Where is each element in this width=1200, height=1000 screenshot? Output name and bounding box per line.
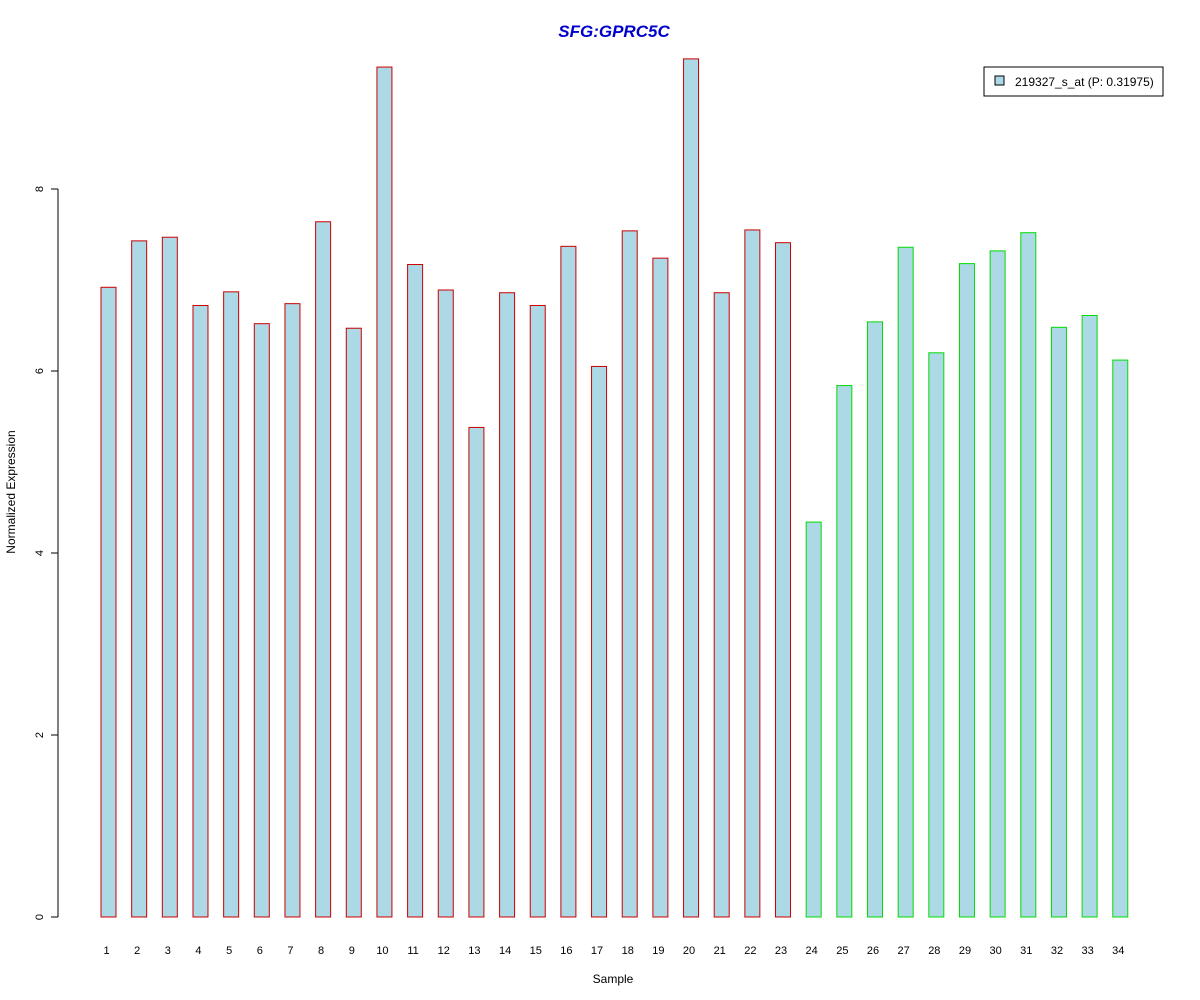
bar-sample-11	[407, 264, 424, 918]
x-tick-label: 32	[1051, 945, 1063, 957]
x-tick-label: 3	[165, 945, 171, 957]
bar-sample-34	[1112, 359, 1129, 918]
x-tick-label: 2	[134, 945, 140, 957]
y-tick-label: 8	[34, 186, 46, 192]
x-tick-label: 26	[867, 945, 879, 957]
x-tick-label: 19	[652, 945, 664, 957]
x-tick-label: 15	[530, 945, 542, 957]
bar-sample-6	[253, 323, 270, 918]
y-tick-label: 2	[34, 732, 46, 738]
bar-sample-21	[713, 292, 730, 918]
bar-sample-20	[683, 58, 700, 918]
bar-sample-18	[621, 230, 638, 918]
x-tick-label: 10	[376, 945, 388, 957]
x-tick-label: 13	[468, 945, 480, 957]
x-tick-label: 30	[990, 945, 1002, 957]
x-tick-label: 18	[622, 945, 634, 957]
bar-sample-33	[1081, 314, 1098, 918]
bar-sample-2	[131, 240, 148, 918]
x-tick-label: 21	[714, 945, 726, 957]
y-tick-label: 6	[34, 368, 46, 374]
y-tick-label: 4	[34, 550, 46, 556]
bar-sample-3	[161, 236, 178, 918]
x-tick-label: 5	[226, 945, 232, 957]
legend-label: 219327_s_at (P: 0.31975)	[1015, 75, 1154, 89]
bar-sample-16	[560, 245, 577, 918]
x-tick-label: 25	[836, 945, 848, 957]
x-tick-label: 9	[349, 945, 355, 957]
bar-sample-28	[928, 352, 945, 918]
x-tick-label: 31	[1020, 945, 1032, 957]
x-tick-label: 8	[318, 945, 324, 957]
bar-sample-30	[989, 250, 1006, 918]
bar-sample-15	[529, 304, 546, 918]
legend-swatch	[994, 75, 1005, 86]
bar-sample-9	[345, 327, 362, 918]
x-tick-label: 34	[1112, 945, 1124, 957]
bar-sample-31	[1020, 232, 1037, 918]
bar-sample-17	[591, 365, 608, 918]
bar-sample-4	[192, 304, 209, 918]
bar-sample-13	[468, 426, 485, 918]
x-tick-label: 17	[591, 945, 603, 957]
chart-title: SFG:GPRC5C	[558, 22, 670, 41]
x-tick-label: 4	[195, 945, 201, 957]
bar-sample-7	[284, 303, 301, 918]
bar-sample-8	[315, 221, 332, 918]
bar-sample-32	[1050, 326, 1067, 918]
x-axis-label: Sample	[593, 972, 634, 986]
bars	[100, 58, 1129, 918]
bar-sample-10	[376, 66, 393, 918]
bar-sample-1	[100, 286, 117, 918]
x-tick-label: 6	[257, 945, 263, 957]
legend: 219327_s_at (P: 0.31975)	[983, 66, 1164, 97]
bar-sample-27	[897, 246, 914, 918]
bar-sample-12	[437, 289, 454, 918]
x-tick-label: 16	[560, 945, 572, 957]
bar-sample-22	[744, 229, 761, 918]
bar-sample-23	[775, 242, 792, 918]
y-axis: 0 2 4 6 8	[34, 186, 59, 920]
bar-sample-26	[867, 321, 883, 918]
x-tick-label: 24	[806, 945, 818, 957]
x-tick-label: 23	[775, 945, 787, 957]
bar-sample-5	[223, 291, 240, 918]
bar-sample-25	[836, 385, 853, 918]
bar-sample-29	[958, 263, 975, 918]
x-tick-label: 11	[407, 945, 418, 957]
x-tick-label: 20	[683, 945, 695, 957]
y-tick-label: 0	[34, 914, 46, 920]
x-tick-label: 33	[1081, 945, 1093, 957]
x-tick-label: 29	[959, 945, 971, 957]
x-tick-label: 22	[744, 945, 756, 957]
x-axis-tick-labels: 1 2 3 4 5 6 7 8 9 10 11 12 13 14 15 16 17 18 19 20 21 22 23 24 2…	[103, 945, 1124, 957]
legend-box	[983, 66, 1164, 97]
y-axis-label: Normalized Expression	[4, 430, 18, 553]
bar-sample-24	[805, 521, 822, 918]
bar-sample-14	[499, 292, 516, 918]
x-tick-label: 1	[103, 945, 109, 957]
x-tick-label: 12	[438, 945, 450, 957]
x-tick-label: 27	[898, 945, 910, 957]
bar-sample-19	[652, 257, 669, 918]
x-tick-label: 28	[928, 945, 940, 957]
x-tick-label: 7	[287, 945, 293, 957]
x-tick-label: 14	[499, 945, 511, 957]
